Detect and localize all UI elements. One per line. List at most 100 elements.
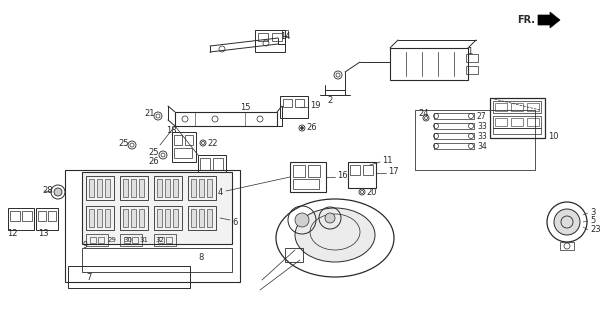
Bar	[36, 208, 58, 230]
Text: 15: 15	[240, 102, 250, 111]
Bar	[293, 165, 305, 177]
Bar	[191, 179, 196, 197]
Circle shape	[54, 188, 62, 196]
Bar	[390, 48, 468, 80]
Bar	[158, 237, 164, 243]
Bar	[434, 123, 474, 129]
Bar	[89, 209, 94, 227]
Text: 19: 19	[310, 100, 320, 109]
Bar	[495, 103, 507, 111]
Bar	[38, 211, 46, 221]
Bar	[527, 103, 539, 111]
Bar	[22, 211, 32, 221]
Bar	[154, 176, 182, 200]
Text: 9: 9	[82, 241, 87, 250]
Bar	[348, 162, 376, 188]
Text: 2: 2	[327, 95, 332, 105]
Text: 30: 30	[124, 237, 132, 243]
Text: 25: 25	[118, 139, 129, 148]
Bar	[511, 118, 523, 126]
Bar	[466, 66, 478, 74]
Bar	[120, 234, 142, 246]
Bar	[173, 179, 178, 197]
Text: 25: 25	[148, 148, 159, 156]
Bar	[123, 209, 128, 227]
Bar	[65, 170, 240, 282]
Circle shape	[295, 213, 309, 227]
Bar	[174, 135, 182, 145]
Bar	[157, 209, 162, 227]
Circle shape	[554, 209, 580, 235]
Bar	[82, 248, 232, 272]
Bar	[188, 206, 216, 230]
Text: 4: 4	[218, 188, 223, 196]
Text: 27: 27	[477, 111, 486, 121]
Text: 26: 26	[306, 123, 317, 132]
Bar	[157, 179, 162, 197]
Bar	[139, 179, 144, 197]
Bar	[207, 179, 212, 197]
Bar	[105, 179, 110, 197]
Bar	[527, 118, 539, 126]
Text: 8: 8	[198, 253, 204, 262]
Bar	[165, 179, 170, 197]
Bar	[90, 237, 96, 243]
Bar	[434, 133, 474, 139]
Bar	[490, 98, 545, 138]
Text: 10: 10	[548, 132, 558, 140]
Bar	[191, 209, 196, 227]
Bar	[290, 162, 326, 192]
Bar	[293, 179, 319, 189]
Bar	[120, 206, 148, 230]
Bar	[132, 237, 138, 243]
Bar	[466, 54, 478, 62]
Bar	[415, 110, 535, 170]
Bar	[120, 176, 148, 200]
Bar	[8, 208, 34, 230]
Bar	[198, 155, 226, 191]
Bar	[283, 99, 292, 107]
Bar	[295, 99, 304, 107]
Bar	[434, 143, 474, 149]
Ellipse shape	[295, 208, 375, 262]
Bar	[308, 165, 320, 177]
Circle shape	[301, 126, 303, 130]
Text: 14: 14	[280, 31, 290, 41]
Text: 31: 31	[140, 237, 148, 243]
Text: 33: 33	[477, 122, 486, 131]
Bar	[493, 116, 541, 128]
Text: FR.: FR.	[517, 15, 535, 25]
Bar	[199, 179, 204, 197]
Bar	[98, 237, 104, 243]
Text: 7: 7	[86, 274, 92, 283]
Bar	[172, 132, 196, 162]
Bar	[200, 158, 210, 170]
Bar	[200, 173, 222, 187]
Bar	[280, 96, 308, 118]
Text: 32: 32	[156, 237, 164, 243]
Text: 34: 34	[477, 141, 486, 150]
Bar	[165, 209, 170, 227]
Text: 29: 29	[108, 237, 116, 243]
Bar	[188, 176, 216, 200]
Text: 13: 13	[38, 228, 49, 237]
Bar	[139, 209, 144, 227]
Text: 33: 33	[477, 132, 486, 140]
Bar	[350, 165, 360, 175]
Bar	[285, 248, 303, 262]
Text: 21: 21	[144, 108, 154, 117]
Bar	[493, 101, 541, 113]
Bar	[86, 206, 114, 230]
Bar	[493, 128, 541, 134]
Bar	[363, 165, 373, 175]
Text: 5: 5	[590, 215, 595, 225]
Bar	[131, 179, 136, 197]
Text: 3: 3	[590, 207, 595, 217]
Text: 28: 28	[42, 186, 53, 195]
Bar	[97, 179, 102, 197]
Bar	[48, 211, 56, 221]
Bar	[258, 33, 268, 41]
Text: 22: 22	[207, 139, 218, 148]
Bar	[415, 110, 535, 170]
Text: 17: 17	[388, 166, 399, 175]
